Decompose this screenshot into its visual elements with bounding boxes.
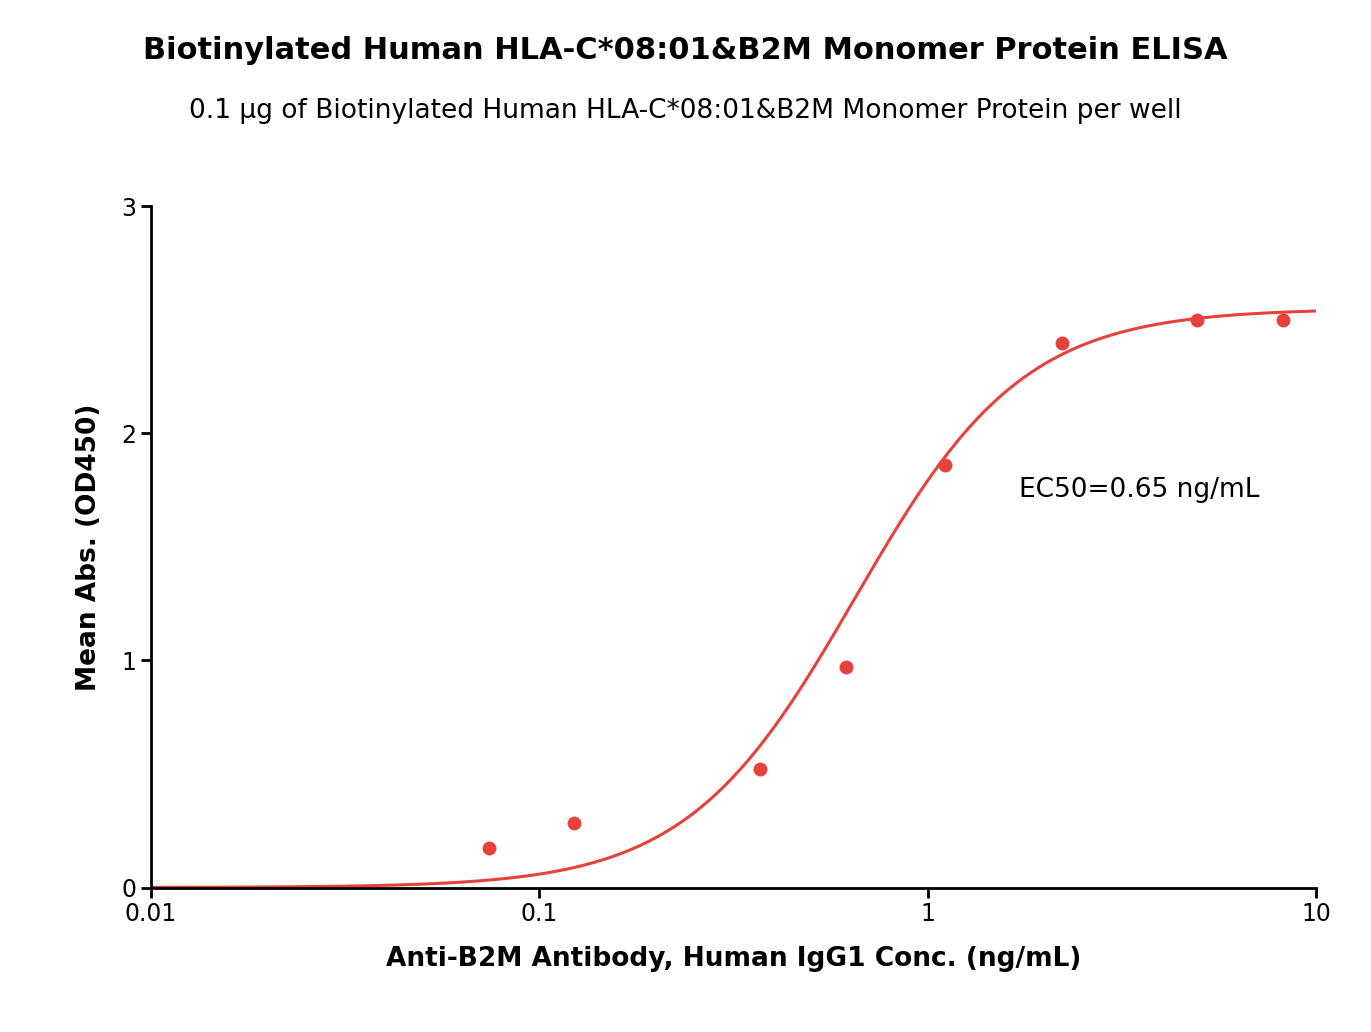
Point (1272, 312, 1294, 328)
Text: 0.1 μg of Biotinylated Human HLA-C*08:01&B2M Monomer Protein per well: 0.1 μg of Biotinylated Human HLA-C*08:01… (189, 98, 1182, 124)
Point (835, 659, 857, 676)
Point (935, 457, 957, 474)
Text: Biotinylated Human HLA-C*08:01&B2M Monomer Protein ELISA: Biotinylated Human HLA-C*08:01&B2M Monom… (143, 36, 1228, 65)
Point (477, 840, 499, 857)
Point (1052, 334, 1073, 351)
Point (749, 762, 771, 778)
Text: EC50=0.65 ng/mL: EC50=0.65 ng/mL (1019, 477, 1260, 504)
X-axis label: Anti-B2M Antibody, Human IgG1 Conc. (ng/mL): Anti-B2M Antibody, Human IgG1 Conc. (ng/… (385, 945, 1082, 971)
Point (1186, 312, 1208, 328)
Point (563, 814, 585, 831)
Y-axis label: Mean Abs. (OD450): Mean Abs. (OD450) (75, 404, 101, 690)
